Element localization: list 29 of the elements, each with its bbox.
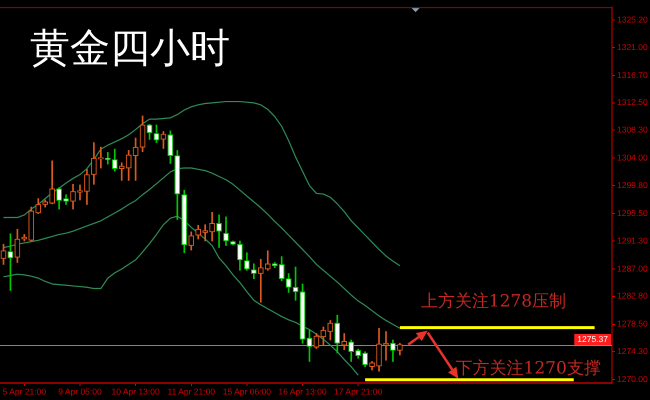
text: 黄金四小时 (30, 25, 230, 72)
y-tick-label: 1278.50 (617, 318, 648, 329)
y-tick-label: 1321.00 (617, 42, 648, 52)
candlestick (77, 184, 83, 200)
candlestick (292, 266, 298, 301)
y-tick-label: 1312.50 (617, 97, 648, 108)
annotation: 上方关注1278压制 (420, 292, 566, 312)
x-tick-label: 5 Apr 21:00 (2, 386, 46, 396)
y-tick-label: 1304.00 (617, 152, 648, 163)
y-tick-label: 1287.00 (617, 263, 648, 274)
y-tick-label: 1295.50 (617, 208, 648, 218)
y-tick-label: 1270.00 (617, 374, 648, 384)
candlestick (216, 214, 222, 248)
y-tick-label: 1299.80 (617, 180, 648, 190)
annotation: 下方关注1270支撑 (456, 358, 601, 379)
x-tick-label: 16 Apr 13:00 (278, 386, 327, 396)
y-tick-label: 1325.20 (617, 14, 648, 24)
candlestick (8, 233, 14, 291)
x-tick-label: 11 Apr 21:00 (167, 386, 216, 396)
y-tick-label: 1282.80 (617, 290, 648, 301)
x-tick-label: 10 Apr 13:00 (112, 386, 160, 396)
ref-line-label: 1275.37 (577, 334, 608, 344)
y-tick-label: 1316.70 (617, 70, 648, 80)
x-tick-label: 15 Apr 06:00 (222, 386, 272, 396)
y-tick-label: 1274.30 (617, 346, 648, 356)
y-tick-label: 1308.30 (617, 124, 648, 135)
x-tick-label: 9 Apr 05:00 (58, 386, 102, 396)
x-tick-label: 17 Apr 21:00 (334, 386, 383, 396)
y-tick-label: 1291.30 (617, 235, 648, 246)
